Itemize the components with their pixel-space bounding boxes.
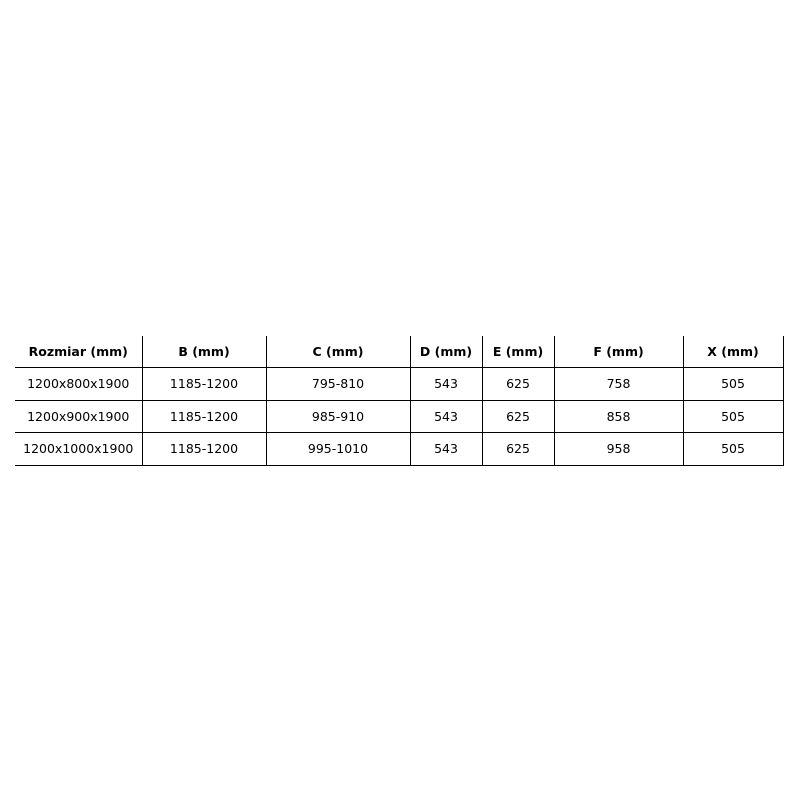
header-b: B (mm) <box>141 336 266 368</box>
table-cell: 1200x900x1900 <box>15 400 142 433</box>
table-header-row: Rozmiar (mm) B (mm) C (mm) D (mm) E (mm)… <box>15 336 784 368</box>
table-row: 1200x900x1900 1185-1200 985-910 543 625 … <box>15 400 784 433</box>
table-cell: 1200x800x1900 <box>15 367 142 401</box>
table-cell: 505 <box>682 367 784 401</box>
table-row: 1200x800x1900 1185-1200 795-810 543 625 … <box>15 367 784 401</box>
table-cell: 958 <box>553 432 683 466</box>
header-rozmiar: Rozmiar (mm) <box>15 336 142 368</box>
header-x: X (mm) <box>682 336 784 368</box>
table-row: 1200x1000x1900 1185-1200 995-1010 543 62… <box>15 432 784 466</box>
table-cell: 543 <box>409 432 482 466</box>
table-cell: 1185-1200 <box>141 400 266 433</box>
table-cell: 1185-1200 <box>141 432 266 466</box>
table-cell: 625 <box>481 432 554 466</box>
table-cell: 543 <box>409 367 482 401</box>
table-cell: 858 <box>553 400 683 433</box>
table-cell: 1200x1000x1900 <box>15 432 142 466</box>
table-cell: 543 <box>409 400 482 433</box>
table-cell: 795-810 <box>265 367 410 401</box>
header-c: C (mm) <box>265 336 410 368</box>
table-cell: 625 <box>481 367 554 401</box>
table-cell: 505 <box>682 432 784 466</box>
header-e: E (mm) <box>481 336 554 368</box>
header-d: D (mm) <box>409 336 482 368</box>
table-cell: 1185-1200 <box>141 367 266 401</box>
table-cell: 625 <box>481 400 554 433</box>
table-cell: 505 <box>682 400 784 433</box>
dimensions-table: Rozmiar (mm) B (mm) C (mm) D (mm) E (mm)… <box>15 336 784 466</box>
header-f: F (mm) <box>553 336 683 368</box>
table-cell: 985-910 <box>265 400 410 433</box>
table-cell: 758 <box>553 367 683 401</box>
table-cell: 995-1010 <box>265 432 410 466</box>
